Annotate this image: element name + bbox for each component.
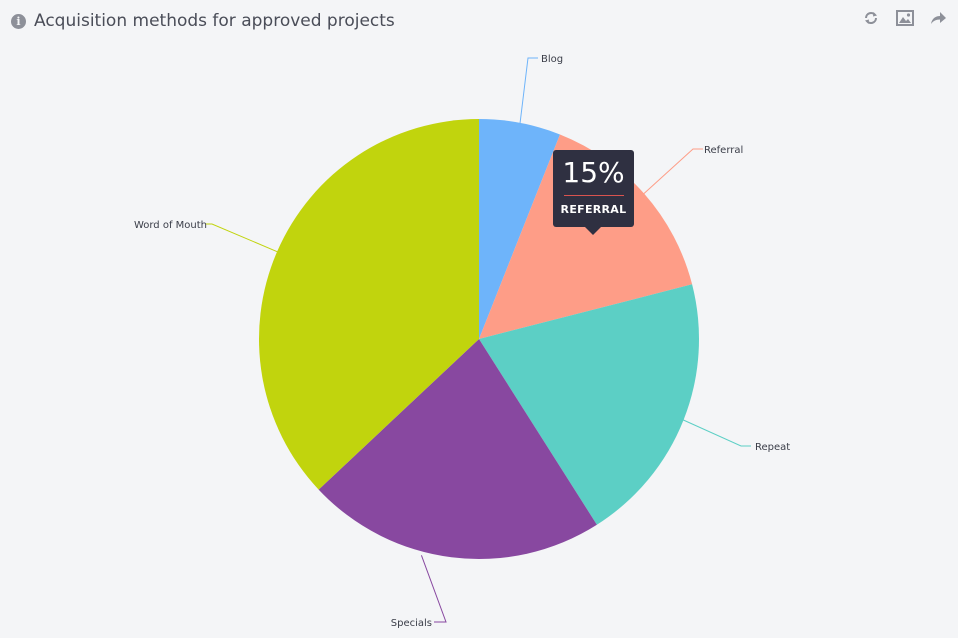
leader-line-specials (420, 555, 447, 623)
chart-tooltip: 15% REFERRAL (553, 150, 634, 235)
chart-header: i Acquisition methods for approved proje… (0, 0, 958, 46)
chart-title: Acquisition methods for approved project… (34, 11, 395, 31)
pie-slice-word-of-mouth[interactable] (258, 119, 479, 490)
tooltip-divider (563, 195, 624, 196)
pie-slice-blog[interactable] (479, 119, 560, 339)
tooltip-label: REFERRAL (560, 203, 627, 216)
slice-label-referral: Referral (704, 145, 743, 156)
leader-line-repeat (681, 418, 751, 447)
pie-slice-referral[interactable] (479, 134, 693, 339)
refresh-icon[interactable] (861, 8, 881, 28)
share-icon[interactable] (928, 8, 948, 28)
slice-label-word-of-mouth: Word of Mouth (134, 220, 207, 231)
slice-label-repeat: Repeat (755, 442, 790, 453)
leader-line-blog (519, 57, 538, 125)
pie-slice-repeat[interactable] (479, 284, 700, 525)
tooltip-value: 15% (562, 156, 625, 189)
leader-line-word-of-mouth (206, 223, 280, 253)
leader-line-referral (642, 148, 703, 196)
image-icon[interactable] (895, 8, 915, 28)
slice-label-specials: Specials (391, 618, 432, 629)
info-icon[interactable]: i (11, 14, 26, 29)
slice-label-blog: Blog (541, 54, 563, 65)
pie-slice-specials[interactable] (318, 339, 597, 559)
